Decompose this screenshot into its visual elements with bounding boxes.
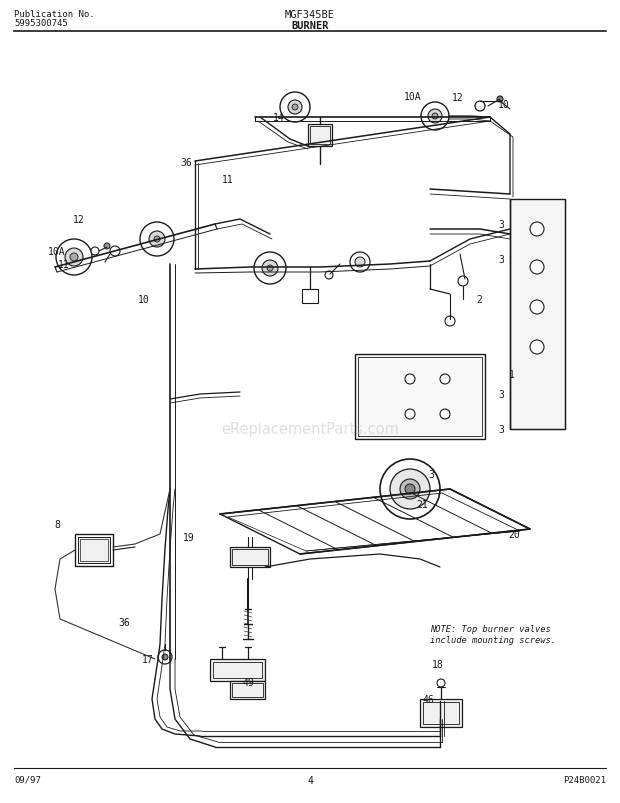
Circle shape: [421, 103, 449, 131]
Circle shape: [355, 258, 365, 267]
Bar: [210, 659, 265, 681]
Circle shape: [149, 232, 165, 247]
Text: 36: 36: [180, 158, 192, 168]
Circle shape: [104, 243, 110, 250]
Circle shape: [158, 650, 172, 664]
Circle shape: [380, 459, 440, 520]
Circle shape: [530, 222, 544, 237]
Text: 3: 3: [428, 470, 434, 479]
Circle shape: [350, 253, 370, 273]
Circle shape: [530, 300, 544, 315]
Circle shape: [140, 222, 174, 257]
Bar: [310, 127, 330, 145]
Text: 14: 14: [273, 113, 285, 123]
Bar: [355, 355, 485, 439]
Text: BURNER: BURNER: [291, 21, 329, 31]
Circle shape: [390, 470, 430, 509]
Text: 3: 3: [498, 389, 504, 400]
Text: 09/97: 09/97: [14, 775, 41, 784]
Text: 11: 11: [58, 259, 70, 270]
Text: 10: 10: [498, 100, 510, 110]
Text: 3: 3: [498, 220, 504, 230]
Text: 10A: 10A: [404, 92, 422, 102]
Circle shape: [530, 261, 544, 275]
Text: 4: 4: [307, 775, 313, 785]
Circle shape: [405, 410, 415, 419]
Text: 5995300745: 5995300745: [14, 19, 68, 28]
Text: 18: 18: [432, 659, 444, 669]
Bar: [80, 540, 108, 561]
Bar: [230, 681, 265, 699]
Circle shape: [65, 249, 83, 267]
Circle shape: [154, 237, 160, 243]
Circle shape: [325, 271, 333, 279]
Circle shape: [428, 110, 442, 124]
Circle shape: [110, 247, 120, 257]
Text: 11: 11: [222, 175, 234, 185]
Circle shape: [288, 101, 302, 115]
Bar: [232, 683, 263, 697]
Bar: [302, 290, 318, 304]
Circle shape: [445, 316, 455, 327]
Text: 19: 19: [184, 532, 195, 542]
Circle shape: [440, 374, 450, 385]
Bar: [423, 702, 459, 724]
Bar: [213, 662, 262, 679]
Circle shape: [400, 479, 420, 499]
Text: MGF345BE: MGF345BE: [285, 10, 335, 20]
Bar: [420, 699, 462, 727]
Circle shape: [56, 240, 92, 275]
Circle shape: [458, 277, 468, 287]
Bar: [510, 200, 565, 430]
Circle shape: [405, 484, 415, 495]
Bar: [75, 534, 113, 566]
Text: 8: 8: [54, 520, 60, 529]
Text: NOTE: Top burner valves: NOTE: Top burner valves: [430, 624, 551, 634]
Text: 2: 2: [476, 295, 482, 304]
Circle shape: [262, 261, 278, 277]
Text: 10: 10: [138, 295, 150, 304]
Circle shape: [432, 114, 438, 120]
Circle shape: [267, 266, 273, 271]
Text: 20: 20: [508, 529, 520, 540]
Circle shape: [440, 410, 450, 419]
Text: 17: 17: [142, 654, 154, 664]
Circle shape: [405, 374, 415, 385]
Text: include mounting screws.: include mounting screws.: [430, 635, 556, 644]
Text: 3: 3: [498, 255, 504, 265]
Text: 1: 1: [509, 369, 515, 380]
Text: eReplacementParts.com: eReplacementParts.com: [221, 422, 399, 437]
Text: 12: 12: [73, 214, 85, 225]
Text: 21: 21: [416, 499, 428, 509]
Text: Publication No.: Publication No.: [14, 10, 95, 19]
Circle shape: [475, 102, 485, 112]
Bar: [308, 124, 332, 147]
Bar: [230, 548, 270, 567]
Text: 46: 46: [422, 694, 434, 704]
Text: 3: 3: [498, 425, 504, 434]
Bar: [358, 357, 482, 437]
Circle shape: [530, 340, 544, 355]
Text: P24B0021: P24B0021: [563, 775, 606, 784]
Circle shape: [280, 93, 310, 123]
Text: 10A: 10A: [47, 247, 65, 257]
Text: 49: 49: [242, 677, 254, 687]
Text: 36: 36: [118, 618, 130, 627]
Circle shape: [254, 253, 286, 284]
Circle shape: [292, 105, 298, 111]
Circle shape: [497, 97, 503, 103]
Circle shape: [70, 254, 78, 262]
Circle shape: [437, 679, 445, 687]
Circle shape: [91, 247, 99, 255]
Circle shape: [162, 654, 168, 660]
Text: 12: 12: [452, 93, 464, 103]
Bar: [78, 537, 110, 563]
Bar: [232, 549, 268, 565]
